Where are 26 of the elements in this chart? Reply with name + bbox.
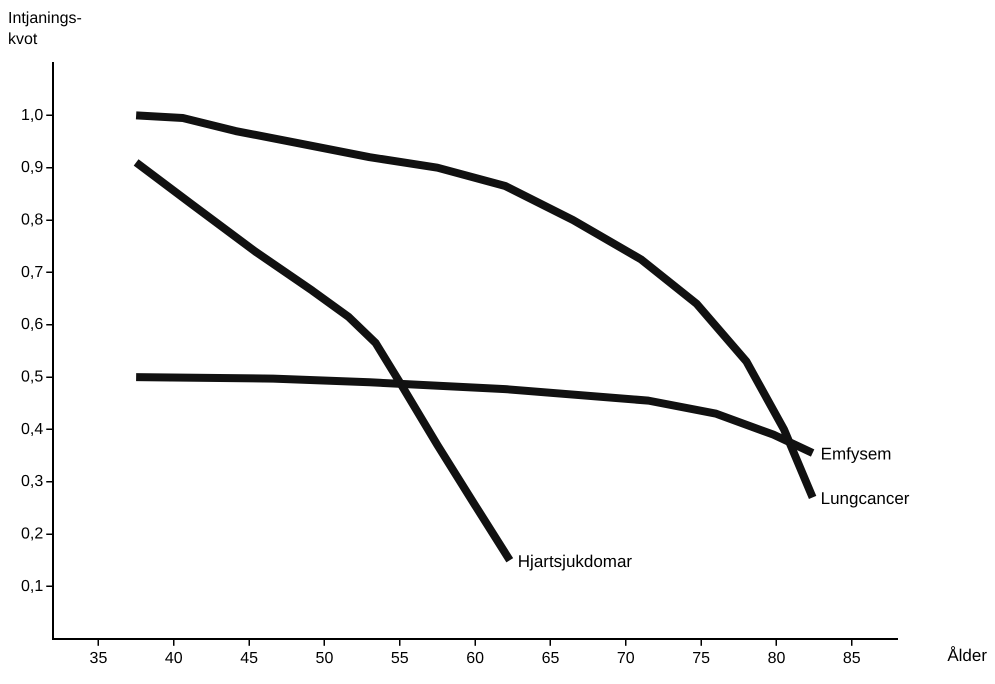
y-tick-label: 0,2: [20, 526, 44, 543]
y-tick-label: 0,3: [20, 473, 44, 490]
series-label: Hjartsjukdomar: [518, 552, 632, 571]
x-tick-label: 60: [466, 650, 484, 667]
x-tick-label: 55: [390, 650, 409, 667]
y-tick-label: 0,4: [20, 420, 44, 438]
y-tick-label: 0,8: [20, 211, 44, 228]
series-label: Lungcancer: [820, 489, 910, 508]
x-tick-label: 35: [90, 650, 108, 667]
x-tick-label: 75: [692, 650, 710, 667]
y-tick-label: 0,7: [20, 264, 44, 281]
x-tick-label: 45: [240, 650, 258, 667]
x-axis-title: Ålder: [947, 646, 987, 666]
y-tick-label: 0,1: [20, 578, 44, 595]
y-tick-label: 0,5: [20, 368, 44, 386]
y-tick-label: 0,9: [20, 159, 44, 176]
series-label: Emfysem: [820, 444, 892, 464]
x-tick-label: 65: [542, 650, 560, 667]
x-tick-label: 70: [616, 650, 635, 667]
y-tick-label: 1,0: [20, 106, 44, 124]
x-tick-label: 40: [164, 650, 183, 667]
x-tick-label: 85: [842, 650, 861, 667]
x-tick-label: 80: [768, 650, 786, 667]
y-axis-title: Intjanings- kvot: [8, 9, 82, 50]
x-tick-label: 50: [316, 650, 334, 667]
y-tick-label: 0,6: [20, 316, 44, 334]
